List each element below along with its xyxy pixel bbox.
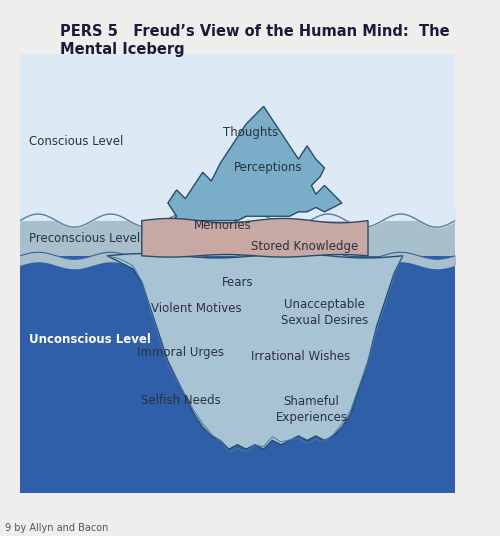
Text: Conscious Level: Conscious Level [28,135,123,148]
Text: Preconscious Level: Preconscious Level [28,232,140,245]
Text: Mental Iceberg: Mental Iceberg [60,42,184,57]
Text: Perceptions: Perceptions [234,161,302,174]
Text: Memories: Memories [194,219,252,232]
Text: Unacceptable
Sexual Desires: Unacceptable Sexual Desires [281,299,368,327]
Text: Selfish Needs: Selfish Needs [141,394,221,407]
Text: Irrational Wishes: Irrational Wishes [250,351,350,363]
Polygon shape [168,106,342,221]
Text: Shameful
Experiences: Shameful Experiences [276,395,347,424]
Text: PERS 5   Freud’s View of the Human Mind:  The: PERS 5 Freud’s View of the Human Mind: T… [60,24,450,39]
Text: 9 by Allyn and Bacon: 9 by Allyn and Bacon [5,523,108,533]
Polygon shape [20,54,455,221]
Text: Immoral Urges: Immoral Urges [138,346,224,359]
Text: Stored Knowledge: Stored Knowledge [250,241,358,254]
Text: Fears: Fears [222,276,254,289]
Text: Violent Motives: Violent Motives [150,302,241,315]
Polygon shape [142,219,368,257]
Polygon shape [107,254,403,449]
Polygon shape [20,221,455,256]
Text: Thoughts: Thoughts [223,126,278,139]
Text: Unconscious Level: Unconscious Level [28,333,150,346]
Polygon shape [20,256,455,493]
